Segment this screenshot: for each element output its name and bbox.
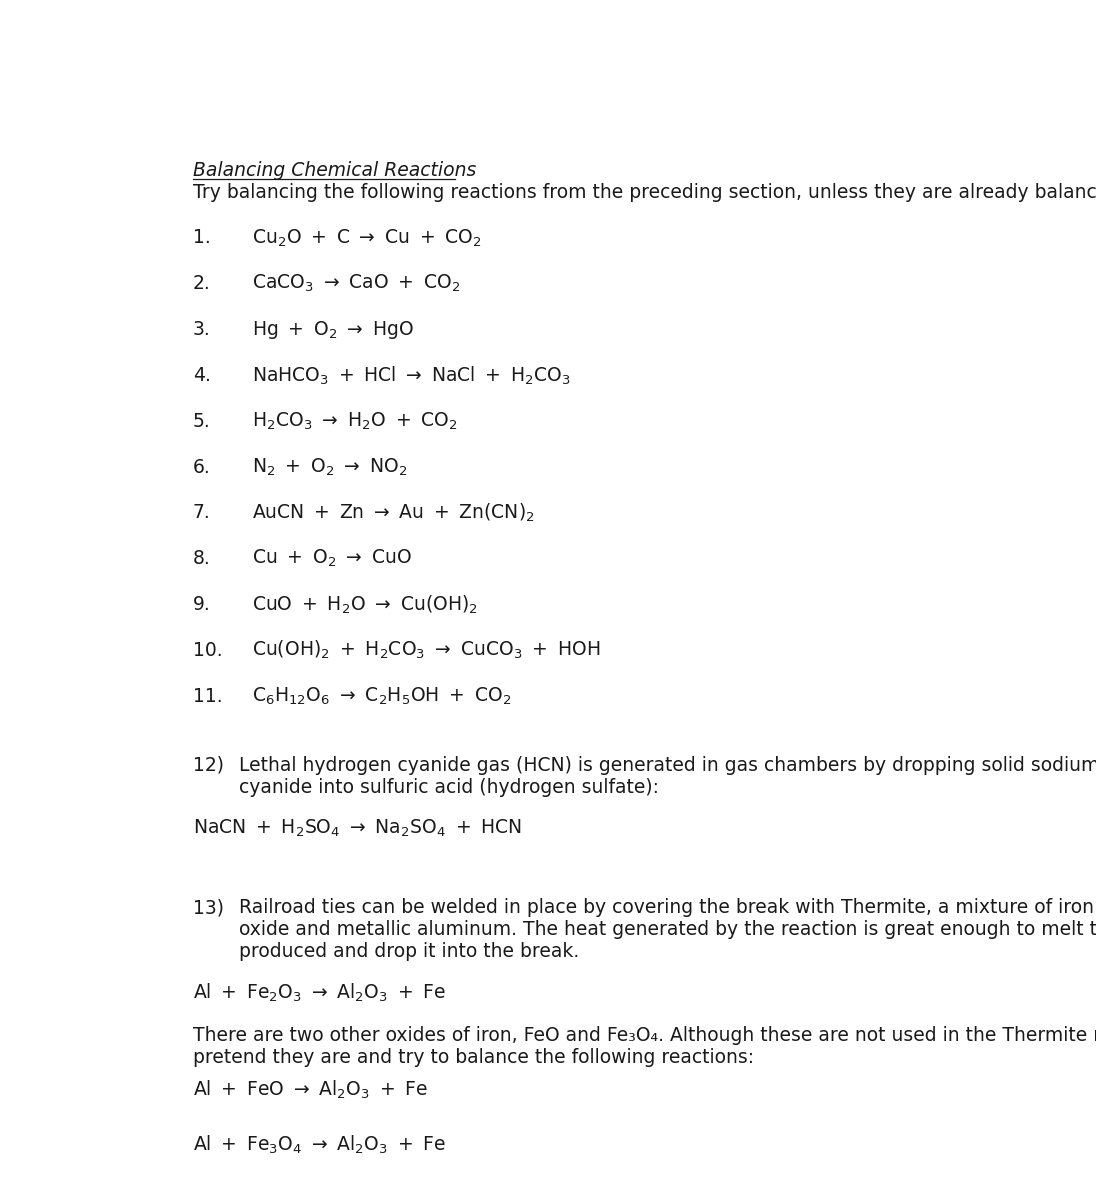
Text: $\mathrm{Al \ + \ FeO \ \rightarrow \ Al_2O_3 \ + \ Fe}$: $\mathrm{Al \ + \ FeO \ \rightarrow \ Al… bbox=[193, 1079, 427, 1100]
Text: $\mathrm{C_6H_{12}O_6 \ \rightarrow \ C_2H_5OH \ + \ CO_2}$: $\mathrm{C_6H_{12}O_6 \ \rightarrow \ C_… bbox=[252, 685, 511, 707]
Text: $\mathrm{NaHCO_3 \ + \ HCl \ \rightarrow \ NaCl \ + \ H_2CO_3}$: $\mathrm{NaHCO_3 \ + \ HCl \ \rightarrow… bbox=[252, 365, 571, 386]
Text: 3.: 3. bbox=[193, 320, 210, 340]
Text: Lethal hydrogen cyanide gas (HCN) is generated in gas chambers by dropping solid: Lethal hydrogen cyanide gas (HCN) is gen… bbox=[239, 756, 1096, 797]
Text: 5.: 5. bbox=[193, 412, 210, 431]
Text: 7.: 7. bbox=[193, 503, 210, 522]
Text: Balancing Chemical Reactions: Balancing Chemical Reactions bbox=[193, 161, 476, 180]
Text: 9.: 9. bbox=[193, 595, 210, 614]
Text: 12): 12) bbox=[193, 756, 224, 775]
Text: $\mathrm{Cu \ + \ O_2 \ \rightarrow \ CuO}$: $\mathrm{Cu \ + \ O_2 \ \rightarrow \ Cu… bbox=[252, 548, 411, 569]
Text: $\mathrm{Cu_2O \ + \ C \ \rightarrow \ Cu \ + \ CO_2}$: $\mathrm{Cu_2O \ + \ C \ \rightarrow \ C… bbox=[252, 227, 481, 248]
Text: Try balancing the following reactions from the preceding section, unless they ar: Try balancing the following reactions fr… bbox=[193, 182, 1096, 202]
Text: 13): 13) bbox=[193, 899, 224, 917]
Text: $\mathrm{Hg \ + \ O_2 \ \rightarrow \ HgO}$: $\mathrm{Hg \ + \ O_2 \ \rightarrow \ Hg… bbox=[252, 318, 413, 341]
Text: There are two other oxides of iron, FeO and Fe₃O₄. Although these are not used i: There are two other oxides of iron, FeO … bbox=[193, 1026, 1096, 1067]
Text: $\mathrm{N_2 \ + \ O_2 \ \rightarrow \ NO_2}$: $\mathrm{N_2 \ + \ O_2 \ \rightarrow \ N… bbox=[252, 456, 407, 478]
Text: 11.: 11. bbox=[193, 686, 222, 706]
Text: $\mathrm{Cu(OH)_2 \ + \ H_2CO_3 \ \rightarrow \ CuCO_3 \ + \ HOH}$: $\mathrm{Cu(OH)_2 \ + \ H_2CO_3 \ \right… bbox=[252, 640, 600, 661]
Text: 4.: 4. bbox=[193, 366, 210, 385]
Text: Railroad ties can be welded in place by covering the break with Thermite, a mixt: Railroad ties can be welded in place by … bbox=[239, 899, 1096, 961]
Text: $\mathrm{Al \ + \ Fe_2O_3 \ \rightarrow \ Al_2O_3 \ + \ Fe}$: $\mathrm{Al \ + \ Fe_2O_3 \ \rightarrow … bbox=[193, 982, 446, 1003]
Text: $\mathrm{Al \ + \ Fe_3O_4 \ \rightarrow \ Al_2O_3 \ + \ Fe}$: $\mathrm{Al \ + \ Fe_3O_4 \ \rightarrow … bbox=[193, 1134, 446, 1156]
Text: 6.: 6. bbox=[193, 457, 210, 476]
Text: 8.: 8. bbox=[193, 550, 210, 568]
Text: $\mathrm{CuO \ + \ H_2O \ \rightarrow \ Cu(OH)_2}$: $\mathrm{CuO \ + \ H_2O \ \rightarrow \ … bbox=[252, 593, 478, 616]
Text: $\mathrm{NaCN \ + \ H_2SO_4 \ \rightarrow \ Na_2SO_4 \ + \ HCN}$: $\mathrm{NaCN \ + \ H_2SO_4 \ \rightarro… bbox=[193, 817, 522, 839]
Text: $\mathrm{CaCO_3 \ \rightarrow \ CaO \ + \ CO_2}$: $\mathrm{CaCO_3 \ \rightarrow \ CaO \ + … bbox=[252, 274, 460, 294]
Text: $\mathrm{AuCN \ + \ Zn \ \rightarrow \ Au \ + \ Zn(CN)_2}$: $\mathrm{AuCN \ + \ Zn \ \rightarrow \ A… bbox=[252, 502, 535, 524]
Text: 10.: 10. bbox=[193, 641, 222, 660]
Text: 2.: 2. bbox=[193, 275, 210, 293]
Text: $\mathrm{H_2CO_3 \ \rightarrow \ H_2O \ + \ CO_2}$: $\mathrm{H_2CO_3 \ \rightarrow \ H_2O \ … bbox=[252, 410, 457, 432]
Text: 1.: 1. bbox=[193, 228, 210, 247]
